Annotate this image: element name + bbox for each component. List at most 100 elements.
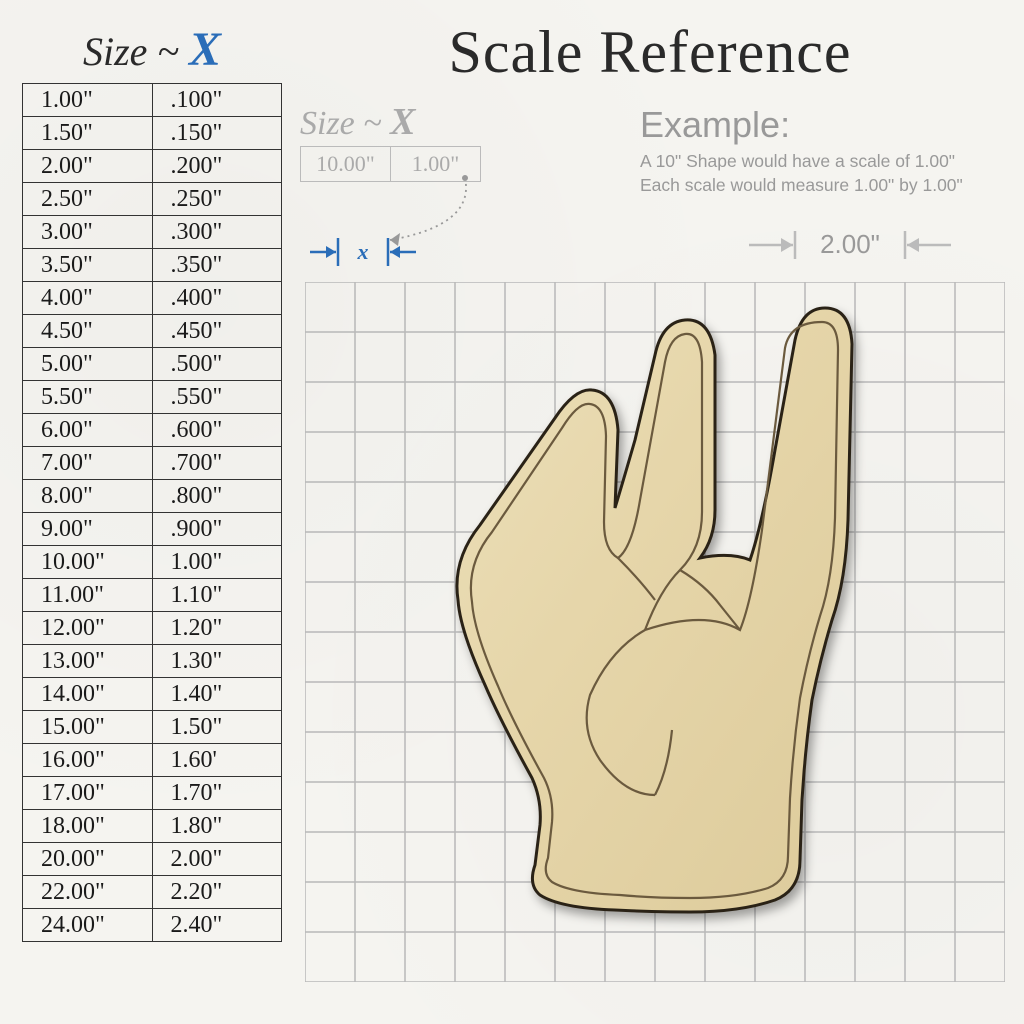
example-block: Example: A 10" Shape would have a scale …: [640, 104, 1000, 197]
size-prefix: Size ~: [83, 29, 189, 74]
scale-cell: .450": [152, 315, 282, 348]
size-cell: 13.00": [23, 645, 153, 678]
size-cell: 22.00": [23, 876, 153, 909]
size-cell: 17.00": [23, 777, 153, 810]
table-row: 2.50".250": [23, 183, 282, 216]
scale-cell: .500": [152, 348, 282, 381]
scale-cell: .100": [152, 84, 282, 117]
scale-cell: 2.00": [152, 843, 282, 876]
scale-cell: 1.70": [152, 777, 282, 810]
table-row: 5.50".550": [23, 381, 282, 414]
scale-cell: 1.60': [152, 744, 282, 777]
size-cell: 1.00": [23, 84, 153, 117]
scale-cell: .900": [152, 513, 282, 546]
size-cell: 7.00": [23, 447, 153, 480]
scale-cell: 2.40": [152, 909, 282, 942]
table-row: 15.00"1.50": [23, 711, 282, 744]
table-row: 2.00".200": [23, 150, 282, 183]
arrow-dimension-icon: x: [308, 232, 428, 272]
size-cell: 3.50": [23, 249, 153, 282]
size-cell: 6.00": [23, 414, 153, 447]
table-row: 4.00".400": [23, 282, 282, 315]
scale-cell: .300": [152, 216, 282, 249]
table-row: 4.50".450": [23, 315, 282, 348]
size-cell: 20.00": [23, 843, 153, 876]
table-row: 9.00".900": [23, 513, 282, 546]
scale-cell: 2.20": [152, 876, 282, 909]
hand-rock-icon: [440, 300, 870, 940]
mini-size-box: Size ~ X 10.00" 1.00": [300, 100, 481, 182]
mini-size-x-glyph: X: [390, 101, 415, 143]
size-cell: 9.00": [23, 513, 153, 546]
size-cell: 16.00": [23, 744, 153, 777]
size-cell: 5.00": [23, 348, 153, 381]
table-row: 17.00"1.70": [23, 777, 282, 810]
scale-cell: .350": [152, 249, 282, 282]
grid-dimension-marker: 2.00": [745, 225, 975, 265]
mini-size-header: Size ~ X: [300, 100, 481, 144]
size-cell: 2.00": [23, 150, 153, 183]
example-line1: A 10" Shape would have a scale of 1.00": [640, 150, 1000, 174]
table-row: 20.00"2.00": [23, 843, 282, 876]
size-table-container: Size ~ X 1.00".100"1.50".150"2.00".200"2…: [22, 22, 282, 942]
size-cell: 1.50": [23, 117, 153, 150]
size-table-header: Size ~ X: [22, 22, 282, 77]
scale-cell: 1.20": [152, 612, 282, 645]
dimension-200-icon: 2.00": [745, 225, 975, 265]
size-cell: 12.00": [23, 612, 153, 645]
x-marker-label: x: [357, 239, 369, 264]
scale-cell: 1.40": [152, 678, 282, 711]
size-cell: 11.00": [23, 579, 153, 612]
size-cell: 14.00": [23, 678, 153, 711]
scale-cell: 1.00": [152, 546, 282, 579]
mini-size-prefix: Size ~: [300, 105, 390, 142]
table-row: 22.00"2.20": [23, 876, 282, 909]
table-row: 8.00".800": [23, 480, 282, 513]
svg-text:2.00": 2.00": [820, 229, 880, 259]
x-dimension-marker: x: [308, 232, 428, 277]
table-row: 24.00"2.40": [23, 909, 282, 942]
scale-cell: .550": [152, 381, 282, 414]
size-x-glyph: X: [189, 23, 221, 76]
table-row: 7.00".700": [23, 447, 282, 480]
scale-cell: 1.10": [152, 579, 282, 612]
table-row: 6.00".600": [23, 414, 282, 447]
size-cell: 4.50": [23, 315, 153, 348]
table-row: 5.00".500": [23, 348, 282, 381]
table-row: 16.00"1.60': [23, 744, 282, 777]
scale-cell: .250": [152, 183, 282, 216]
table-row: 1.50".150": [23, 117, 282, 150]
example-title: Example:: [640, 104, 1000, 146]
size-cell: 15.00": [23, 711, 153, 744]
scale-cell: 1.80": [152, 810, 282, 843]
scale-cell: .700": [152, 447, 282, 480]
page-title: Scale Reference: [300, 18, 1000, 87]
shape-overlay: [440, 300, 870, 940]
size-cell: 4.00": [23, 282, 153, 315]
table-row: 1.00".100": [23, 84, 282, 117]
table-row: 13.00"1.30": [23, 645, 282, 678]
size-cell: 3.00": [23, 216, 153, 249]
scale-cell: .600": [152, 414, 282, 447]
size-cell: 18.00": [23, 810, 153, 843]
scale-cell: .400": [152, 282, 282, 315]
table-row: 18.00"1.80": [23, 810, 282, 843]
size-cell: 8.00": [23, 480, 153, 513]
table-row: 3.00".300": [23, 216, 282, 249]
size-cell: 24.00": [23, 909, 153, 942]
table-row: 10.00"1.00": [23, 546, 282, 579]
table-row: 12.00"1.20": [23, 612, 282, 645]
scale-cell: 1.30": [152, 645, 282, 678]
example-line2: Each scale would measure 1.00" by 1.00": [640, 174, 1000, 198]
table-row: 3.50".350": [23, 249, 282, 282]
table-row: 14.00"1.40": [23, 678, 282, 711]
size-cell: 10.00": [23, 546, 153, 579]
size-cell: 2.50": [23, 183, 153, 216]
scale-cell: .200": [152, 150, 282, 183]
size-cell: 5.50": [23, 381, 153, 414]
scale-cell: .150": [152, 117, 282, 150]
scale-cell: .800": [152, 480, 282, 513]
mini-cell-size: 10.00": [301, 147, 391, 182]
scale-cell: 1.50": [152, 711, 282, 744]
table-row: 11.00"1.10": [23, 579, 282, 612]
